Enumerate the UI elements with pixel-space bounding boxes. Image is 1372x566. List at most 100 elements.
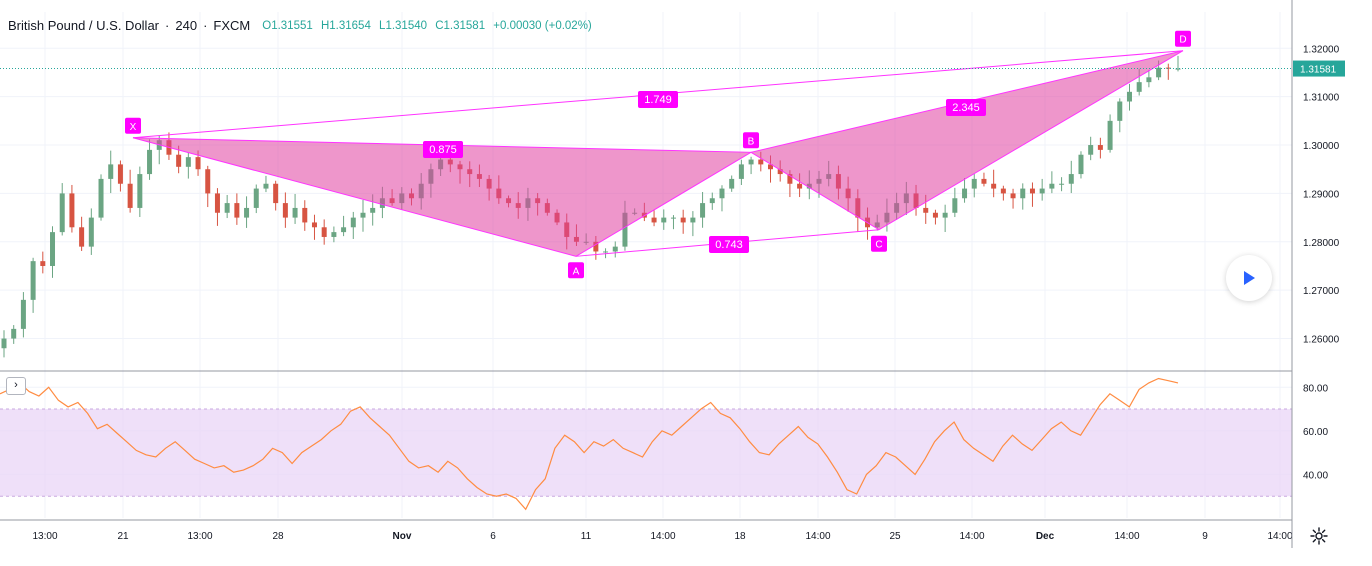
candle-body bbox=[282, 203, 288, 218]
pattern-point-a-box[interactable] bbox=[568, 262, 584, 279]
candle-body bbox=[321, 227, 327, 237]
candle-body bbox=[651, 217, 657, 223]
x-tick-label: 9 bbox=[1202, 531, 1208, 542]
ratio-label: 0.743 bbox=[715, 239, 743, 251]
candle-body bbox=[738, 164, 744, 179]
ratio-label-box[interactable] bbox=[709, 236, 749, 253]
candle-body bbox=[1049, 183, 1055, 189]
candle-body bbox=[1078, 154, 1084, 175]
candle-body bbox=[40, 261, 46, 266]
candle-body bbox=[1097, 145, 1103, 150]
x-tick-label: 14:00 bbox=[805, 531, 830, 542]
candle-body bbox=[1088, 145, 1094, 155]
candle-body bbox=[748, 159, 754, 165]
candle-body bbox=[1059, 183, 1065, 185]
candle-body bbox=[311, 222, 317, 228]
chevron-right-icon: › bbox=[14, 379, 18, 391]
candle-body bbox=[1039, 188, 1045, 194]
candle-body bbox=[1000, 188, 1006, 194]
candle-body bbox=[331, 232, 337, 237]
x-tick-label: 14:00 bbox=[650, 531, 675, 542]
y-tick-label: 1.26000 bbox=[1303, 335, 1340, 346]
last-price-badge bbox=[1293, 60, 1345, 77]
x-tick-label: 25 bbox=[889, 531, 901, 542]
close-value: C1.31581 bbox=[435, 19, 486, 32]
candle-body bbox=[777, 169, 783, 175]
candle-body bbox=[205, 169, 211, 194]
candle-body bbox=[1175, 68, 1181, 70]
pattern-point-x-box[interactable] bbox=[125, 117, 141, 134]
candle-body bbox=[263, 183, 269, 189]
source-label: FXCM bbox=[213, 18, 251, 33]
pattern-point-c: C bbox=[875, 240, 882, 251]
pattern-point-b-box[interactable] bbox=[743, 132, 759, 149]
x-tick-label: Nov bbox=[393, 531, 412, 542]
candle-body bbox=[952, 198, 958, 213]
x-tick-label: 6 bbox=[490, 531, 496, 542]
candle-body bbox=[108, 164, 114, 179]
separator: · bbox=[165, 18, 170, 33]
candle-body bbox=[1, 338, 7, 349]
ratio-label-box[interactable] bbox=[423, 141, 463, 158]
candle-body bbox=[98, 178, 104, 218]
candle-body bbox=[971, 178, 977, 189]
candle-body bbox=[79, 227, 85, 247]
ratio-label-box[interactable] bbox=[638, 91, 678, 108]
candle-body bbox=[292, 207, 298, 218]
candle-body bbox=[690, 217, 696, 223]
x-tick-label: Dec bbox=[1036, 531, 1055, 542]
last-price-value: 1.31581 bbox=[1300, 65, 1337, 76]
x-tick-label: 11 bbox=[581, 531, 592, 542]
candle-body bbox=[1156, 67, 1162, 78]
x-tick-label: 13:00 bbox=[187, 531, 212, 542]
y-tick-label: 1.30000 bbox=[1303, 141, 1340, 152]
candle-body bbox=[991, 183, 997, 189]
open-value: O1.31551 bbox=[262, 19, 313, 32]
rsi-y-tick-label: 80.00 bbox=[1303, 383, 1328, 394]
candle-body bbox=[729, 178, 735, 189]
collapse-pane-button[interactable]: › bbox=[6, 377, 26, 395]
candle-body bbox=[224, 203, 230, 213]
y-tick-label: 1.29000 bbox=[1303, 189, 1340, 200]
pattern-point-d: D bbox=[1179, 35, 1186, 46]
ratio-label-box[interactable] bbox=[946, 99, 986, 116]
candle-body bbox=[1010, 193, 1016, 199]
candle-body bbox=[69, 193, 75, 228]
x-tick-label: 21 bbox=[117, 531, 129, 542]
candle-body bbox=[1068, 174, 1074, 184]
separator: · bbox=[203, 18, 208, 33]
candle-body bbox=[117, 164, 123, 184]
x-tick-label: 13:00 bbox=[32, 531, 57, 542]
candle-body bbox=[670, 217, 676, 219]
pattern-point-d-box[interactable] bbox=[1175, 30, 1191, 47]
x-tick-label: 14:00 bbox=[1267, 531, 1292, 542]
pattern-point-a: A bbox=[573, 266, 580, 277]
candle-body bbox=[923, 207, 929, 213]
candle-body bbox=[350, 217, 356, 228]
symbol-legend: British Pound / U.S. Dollar · 240 · FXCM… bbox=[8, 18, 597, 33]
candle-body bbox=[244, 207, 250, 218]
candle-body bbox=[661, 217, 667, 223]
harmonic-pattern[interactable]: X A B C D 0.875 0.743 2.345 1.749 bbox=[125, 30, 1191, 279]
pattern-point-c-box[interactable] bbox=[871, 235, 887, 252]
candle-body bbox=[20, 299, 26, 329]
candle-body bbox=[273, 183, 279, 204]
candle-body bbox=[767, 164, 773, 170]
candle-body bbox=[758, 159, 764, 165]
candle-body bbox=[1107, 120, 1113, 150]
candle-body bbox=[253, 188, 259, 208]
replay-button[interactable] bbox=[1226, 255, 1272, 301]
candle-body bbox=[603, 251, 609, 253]
axes: 13:00 21 13:00 28 Nov 6 11 14:00 18 14:00 25 14:00 D… bbox=[0, 0, 1345, 548]
y-tick-label: 1.31000 bbox=[1303, 93, 1340, 104]
candle-body bbox=[147, 149, 153, 175]
interval-label: 240 bbox=[175, 18, 198, 33]
gear-icon[interactable] bbox=[1309, 526, 1329, 546]
pattern-point-x: X bbox=[130, 122, 137, 133]
candle-body bbox=[195, 157, 201, 170]
candle-body bbox=[981, 178, 987, 184]
candle-body bbox=[1126, 91, 1132, 102]
candle-body bbox=[1165, 67, 1171, 69]
high-value: H1.31654 bbox=[320, 19, 371, 32]
